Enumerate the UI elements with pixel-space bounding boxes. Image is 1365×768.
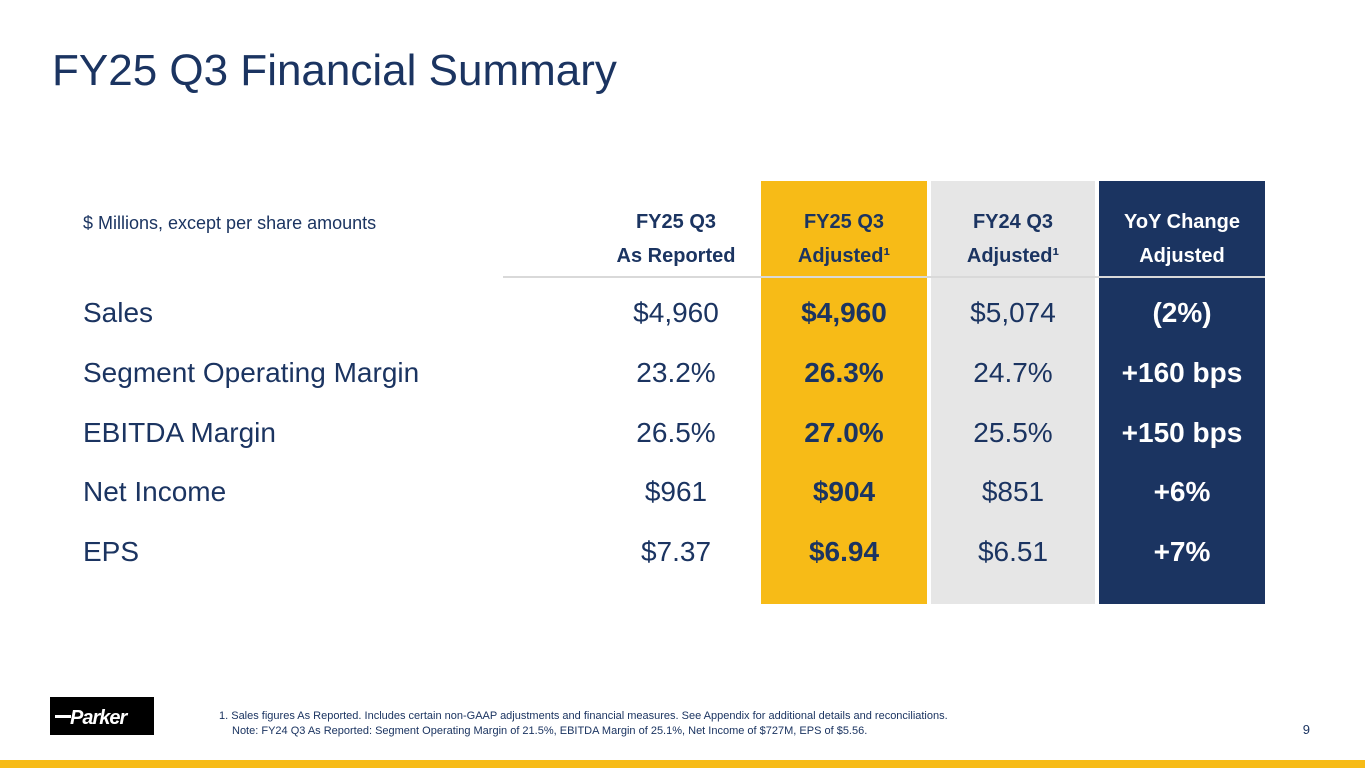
table-row-ebitda-margin: EBITDA Margin 26.5% 27.0% 25.5% +150 bps bbox=[0, 403, 1365, 463]
value-yoy-change: +7% bbox=[1153, 536, 1211, 568]
value-as-reported: $4,960 bbox=[633, 297, 719, 328]
value-prior-adjusted: 25.5% bbox=[973, 416, 1053, 448]
column-header-yoy-change: YoY Change Adjusted bbox=[1099, 205, 1265, 273]
column-header-line1: YoY Change bbox=[1124, 211, 1240, 233]
page-number: 9 bbox=[1302, 722, 1310, 737]
parker-logo-wordmark: Parker bbox=[70, 707, 128, 729]
table-row-sales: Sales $4,960 $4,960 $5,074 (2%) bbox=[0, 283, 1365, 343]
slide-title: FY25 Q3 Financial Summary bbox=[52, 46, 617, 95]
parker-logo-mark: Parker bbox=[55, 707, 129, 729]
footnote-1: 1. Sales figures As Reported. Includes c… bbox=[219, 710, 948, 722]
value-prior-adjusted: $851 bbox=[981, 476, 1045, 508]
value-adjusted: 26.3% bbox=[804, 356, 884, 388]
bottom-accent-bar bbox=[0, 760, 1365, 768]
row-label: Net Income bbox=[83, 476, 227, 508]
value-as-reported: 23.2% bbox=[636, 356, 716, 388]
value-yoy-change: +160 bps bbox=[1121, 356, 1243, 388]
value-as-reported: $7.37 bbox=[640, 536, 712, 568]
value-prior-adjusted: 24.7% bbox=[973, 356, 1053, 388]
yoy-column-highlight bbox=[1099, 181, 1265, 604]
adjusted-column-highlight bbox=[761, 181, 927, 604]
row-label: Sales bbox=[83, 297, 154, 328]
column-header-line1: FY24 Q3 bbox=[972, 211, 1054, 233]
value-prior-adjusted: $6.51 bbox=[977, 536, 1049, 568]
value-as-reported: 26.5% bbox=[636, 416, 716, 448]
column-header-line2: As Reported bbox=[616, 245, 736, 267]
column-header-adjusted: FY25 Q3 Adjusted¹ bbox=[761, 205, 927, 273]
footnotes: 1. Sales figures As Reported. Includes c… bbox=[219, 709, 948, 739]
row-label: Segment Operating Margin bbox=[83, 356, 420, 388]
column-header-line2: Adjusted bbox=[1139, 245, 1225, 267]
column-header-prior-adjusted: FY24 Q3 Adjusted¹ bbox=[931, 205, 1095, 273]
column-header-line1: FY25 Q3 bbox=[635, 211, 717, 233]
value-as-reported: $961 bbox=[644, 476, 708, 508]
row-label: EPS bbox=[83, 536, 140, 568]
value-adjusted: 27.0% bbox=[804, 416, 884, 448]
value-yoy-change: (2%) bbox=[1152, 297, 1212, 328]
parker-logo: Parker bbox=[50, 697, 154, 735]
value-adjusted: $4,960 bbox=[801, 297, 887, 328]
financial-table-body: Sales $4,960 $4,960 $5,074 (2%) Segment … bbox=[0, 283, 1365, 582]
units-note: $ Millions, except per share amounts bbox=[83, 213, 377, 233]
table-row-net-income: Net Income $961 $904 $851 +6% bbox=[0, 462, 1365, 522]
value-adjusted: $904 bbox=[812, 476, 876, 508]
column-header-line2: Adjusted¹ bbox=[797, 245, 891, 267]
footnote-note: Note: FY24 Q3 As Reported: Segment Opera… bbox=[232, 725, 868, 737]
header-divider bbox=[503, 276, 1265, 278]
row-label: EBITDA Margin bbox=[83, 416, 276, 448]
column-header-line2: Adjusted¹ bbox=[966, 245, 1060, 267]
table-row-segment-operating-margin: Segment Operating Margin 23.2% 26.3% 24.… bbox=[0, 343, 1365, 403]
prior-year-column-highlight bbox=[931, 181, 1095, 604]
table-row-eps: EPS $7.37 $6.94 $6.51 +7% bbox=[0, 522, 1365, 582]
value-yoy-change: +6% bbox=[1153, 476, 1211, 508]
column-header-as-reported: FY25 Q3 As Reported bbox=[596, 205, 756, 273]
value-adjusted: $6.94 bbox=[808, 536, 880, 568]
value-yoy-change: +150 bps bbox=[1121, 416, 1243, 448]
column-header-line1: FY25 Q3 bbox=[803, 211, 885, 233]
value-prior-adjusted: $5,074 bbox=[970, 297, 1056, 328]
